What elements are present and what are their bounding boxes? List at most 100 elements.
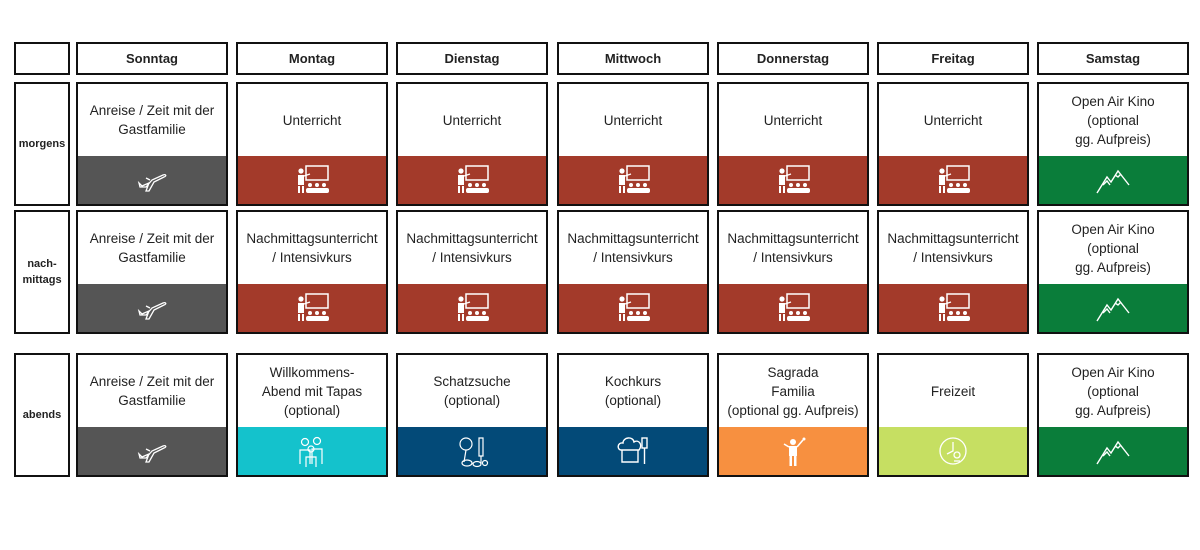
activity-text-wrap: Schatzsuche (optional) [398,355,546,427]
corner-cell [14,42,70,75]
row-label-text: nach- mittags [22,258,62,286]
row-label: nach- mittags [14,210,70,334]
activity-text: Open Air Kino (optional gg. Aufpreis) [1071,93,1155,147]
row-label-text: morgens [18,138,66,150]
activity-band [238,156,386,204]
activity-text-wrap: Unterricht [559,84,707,156]
activity-text: Unterricht [282,112,342,128]
row-label: abends [14,353,70,477]
activity-text: Open Air Kino (optional gg. Aufpreis) [1071,221,1155,275]
activity-band [238,427,386,475]
airplane-icon [132,291,172,325]
schedule-cell: Willkommens- Abend mit Tapas (optional) [236,353,388,477]
activity-band [1039,427,1187,475]
activity-band [78,156,226,204]
activity-band [398,156,546,204]
guide-person-icon [773,434,813,468]
schedule-cell: Schatzsuche (optional) [396,353,548,477]
row-label-text: abends [22,409,62,421]
activity-text-wrap: Willkommens- Abend mit Tapas (optional) [238,355,386,427]
schedule-cell: Unterricht [236,82,388,206]
activity-band [559,156,707,204]
activity-text-wrap: Nachmittagsunterricht / Intensivkurs [559,212,707,284]
activity-text-wrap: Sagrada Familia (optional gg. Aufpreis) [719,355,867,427]
classroom-icon [933,163,973,197]
classroom-icon [292,163,332,197]
schedule-cell: Unterricht [557,82,709,206]
activity-text: Schatzsuche (optional) [433,374,511,408]
activity-band [78,427,226,475]
activity-band [879,427,1027,475]
activity-text-wrap: Open Air Kino (optional gg. Aufpreis) [1039,212,1187,284]
day-header-donnerstag: Donnerstag [717,42,869,75]
classroom-icon [933,291,973,325]
activity-band [398,427,546,475]
schedule-cell: Kochkurs (optional) [557,353,709,477]
activity-band [879,156,1027,204]
schedule-cell: Open Air Kino (optional gg. Aufpreis) [1037,82,1189,206]
activity-text: Nachmittagsunterricht / Intensivkurs [567,231,699,265]
activity-text: Open Air Kino (optional gg. Aufpreis) [1071,364,1155,418]
schedule-cell: Nachmittagsunterricht / Intensivkurs [396,210,548,334]
activity-band [1039,284,1187,332]
schedule-cell: Nachmittagsunterricht / Intensivkurs [717,210,869,334]
airplane-icon [132,163,172,197]
airplane-icon [132,434,172,468]
group-icon [292,434,332,468]
activity-text-wrap: Unterricht [719,84,867,156]
activity-band [1039,156,1187,204]
activity-text-wrap: Nachmittagsunterricht / Intensivkurs [238,212,386,284]
activity-text-wrap: Anreise / Zeit mit der Gastfamilie [78,355,226,427]
schedule-cell: Nachmittagsunterricht / Intensivkurs [236,210,388,334]
activity-text-wrap: Unterricht [398,84,546,156]
activity-band [719,156,867,204]
activity-text: Freizeit [930,383,976,399]
classroom-icon [613,291,653,325]
activity-text: Unterricht [442,112,502,128]
classroom-icon [773,291,813,325]
activity-text: Nachmittagsunterricht / Intensivkurs [887,231,1019,265]
activity-text-wrap: Nachmittagsunterricht / Intensivkurs [398,212,546,284]
schedule-cell: Open Air Kino (optional gg. Aufpreis) [1037,210,1189,334]
classroom-icon [292,291,332,325]
schedule-cell: Unterricht [877,82,1029,206]
activity-text-wrap: Open Air Kino (optional gg. Aufpreis) [1039,84,1187,156]
activity-text: Unterricht [603,112,663,128]
chef-hat-icon [613,434,653,468]
schedule-cell: Sagrada Familia (optional gg. Aufpreis) [717,353,869,477]
treasure-tools-icon [452,434,492,468]
activity-text-wrap: Nachmittagsunterricht / Intensivkurs [719,212,867,284]
schedule-cell: Unterricht [717,82,869,206]
activity-band [879,284,1027,332]
day-header-sonntag: Sonntag [76,42,228,75]
activity-text: Nachmittagsunterricht / Intensivkurs [246,231,378,265]
classroom-icon [452,291,492,325]
activity-text-wrap: Freizeit [879,355,1027,427]
activity-text: Anreise / Zeit mit der Gastfamilie [89,374,215,408]
activity-text: Kochkurs (optional) [604,374,662,408]
row-label: morgens [14,82,70,206]
day-header-montag: Montag [236,42,388,75]
schedule-cell: Freizeit [877,353,1029,477]
activity-text: Willkommens- Abend mit Tapas (optional) [261,364,363,418]
activity-text: Nachmittagsunterricht / Intensivkurs [406,231,538,265]
activity-text-wrap: Unterricht [879,84,1027,156]
activity-band [238,284,386,332]
mountain-icon [1093,163,1133,197]
mountain-icon [1093,434,1133,468]
leisure-clock-icon [933,434,973,468]
schedule-cell: Open Air Kino (optional gg. Aufpreis) [1037,353,1189,477]
activity-text: Unterricht [923,112,983,128]
activity-text-wrap: Anreise / Zeit mit der Gastfamilie [78,84,226,156]
mountain-icon [1093,291,1133,325]
activity-band [559,427,707,475]
day-header-freitag: Freitag [877,42,1029,75]
activity-text: Unterricht [763,112,823,128]
activity-text-wrap: Kochkurs (optional) [559,355,707,427]
activity-band [719,427,867,475]
activity-band [719,284,867,332]
activity-text: Anreise / Zeit mit der Gastfamilie [89,231,215,265]
activity-text: Anreise / Zeit mit der Gastfamilie [89,103,215,137]
schedule-cell: Nachmittagsunterricht / Intensivkurs [877,210,1029,334]
day-header-dienstag: Dienstag [396,42,548,75]
